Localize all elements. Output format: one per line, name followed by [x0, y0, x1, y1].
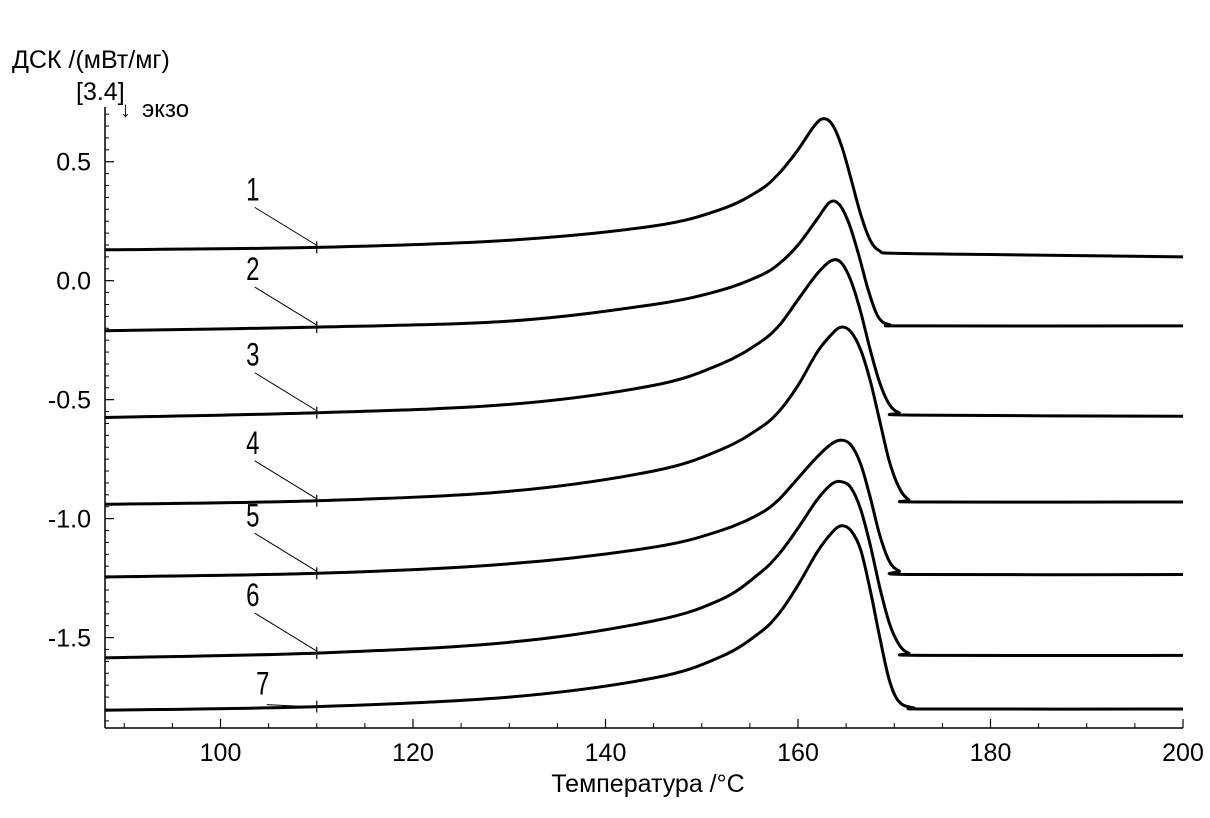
x-tick-label: 140	[585, 739, 627, 767]
curve-leader-3	[254, 372, 318, 412]
axes: 100 120 140 160 180 200 0.5 0.0 -0.5 -1.0 -1.5	[48, 107, 1204, 767]
curve-1	[104, 117, 1184, 259]
curve-labels: 1 2 3 4 5 6 7	[246, 171, 318, 713]
y-tick-label: -1.0	[48, 506, 91, 534]
x-tick-label: 200	[1162, 739, 1204, 767]
curve-label-1: 1	[246, 171, 259, 207]
y-tick-label: 0.5	[56, 149, 91, 177]
y-axis-label: ДСК /(мВт/мг)	[12, 46, 170, 74]
y-tick-label: 0.0	[56, 268, 91, 296]
curve-label-3: 3	[246, 336, 259, 372]
curve-label-2: 2	[246, 251, 259, 287]
x-tick-label: 100	[200, 739, 242, 767]
curve-leader-2	[254, 286, 318, 326]
x-axis-label: Температура /°C	[551, 770, 744, 798]
curve-leader-4	[254, 460, 318, 500]
x-tick-label: 160	[777, 739, 819, 767]
x-tick-label: 120	[392, 739, 434, 767]
exo-label: экзо	[142, 96, 189, 123]
x-tick-label: 180	[970, 739, 1012, 767]
curve-label-7: 7	[256, 665, 269, 701]
curve-leader-1	[254, 206, 318, 246]
curve-leader-5	[254, 532, 318, 572]
y-tick-label: -0.5	[48, 387, 91, 415]
curve-2	[104, 199, 1184, 333]
curve-label-6: 6	[246, 577, 259, 613]
y-tick-label: -1.5	[48, 625, 91, 653]
curve-3	[104, 258, 1184, 419]
curve-leader-6	[254, 612, 318, 652]
y-axis-label-bracket: [3.4]	[76, 78, 125, 106]
curve-6	[104, 479, 1184, 660]
exo-arrow-icon: ↓	[120, 97, 131, 122]
dsc-curves	[104, 117, 1184, 712]
curve-label-5: 5	[246, 497, 259, 533]
curve-4	[104, 325, 1184, 506]
curve-label-4: 4	[246, 424, 259, 460]
curve-7	[104, 524, 1184, 712]
curve-5	[104, 438, 1184, 579]
curve-leader-7	[266, 704, 307, 708]
